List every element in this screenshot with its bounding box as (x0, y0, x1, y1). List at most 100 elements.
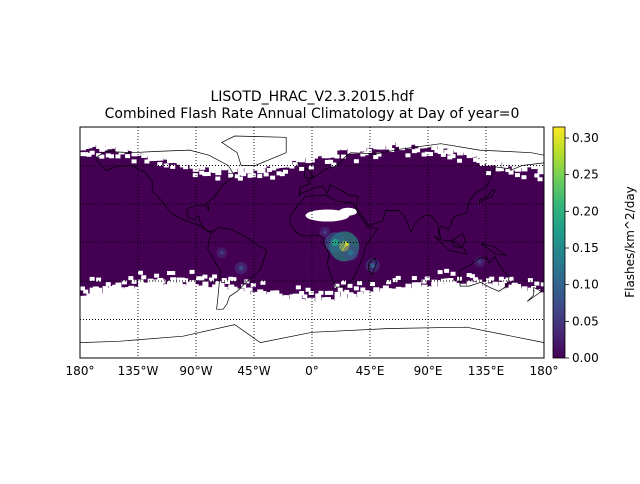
no-data-north-band (125, 127, 132, 150)
no-data-north-band (147, 127, 154, 162)
no-data-south-band (212, 284, 219, 358)
no-data-north-band (295, 127, 302, 162)
no-data-north-band (353, 127, 360, 154)
no-data-north-band (498, 127, 505, 163)
no-data-speckle (353, 286, 359, 291)
no-data-north-band (83, 127, 90, 149)
no-data-speckle (299, 291, 305, 296)
no-data-north-band (228, 127, 235, 173)
no-data-south-band (170, 277, 177, 358)
no-data-south-band (370, 292, 376, 358)
no-data-speckle (337, 287, 343, 292)
no-data-south-band (344, 298, 351, 358)
coast-eurasia (298, 143, 544, 239)
no-data-speckle (212, 274, 218, 279)
no-data-south-band (434, 286, 441, 358)
no-data-speckle (289, 164, 295, 169)
no-data-south-band (518, 288, 525, 358)
no-data-speckle (128, 276, 134, 281)
no-data-speckle (196, 276, 201, 281)
no-data-north-band (437, 127, 444, 155)
no-data-south-band (147, 278, 154, 358)
no-data-speckle (308, 290, 314, 295)
no-data-speckle (266, 167, 272, 172)
coast-new-guinea (480, 243, 507, 256)
no-data-speckle (450, 271, 456, 276)
no-data-north-band (202, 127, 209, 167)
no-data-speckle (83, 289, 89, 294)
no-data-north-band (408, 127, 415, 145)
no-data-north-band (527, 127, 534, 168)
no-data-speckle (328, 290, 334, 295)
no-data-north-band (273, 127, 280, 169)
no-data-speckle (515, 173, 520, 178)
no-data-south-band (112, 284, 119, 358)
no-data-north-band (376, 127, 383, 150)
no-data-south-band (415, 282, 422, 358)
no-data-speckle (424, 151, 430, 156)
no-data-south-band (511, 282, 518, 358)
no-data-speckle (228, 276, 234, 281)
no-data-speckle (109, 154, 114, 159)
no-data-south-band (476, 279, 483, 358)
no-data-south-band (357, 291, 364, 358)
meridian-label: 180° (530, 364, 559, 378)
no-data-north-band (263, 127, 270, 167)
no-data-south-band (289, 294, 296, 358)
no-data-north-band (341, 127, 347, 151)
no-data-north-band (154, 127, 161, 161)
no-data-south-band (473, 282, 480, 358)
no-data-speckle (250, 283, 256, 288)
no-data-south-band (466, 280, 473, 358)
no-data-speckle (131, 159, 137, 164)
no-data-south-band (102, 286, 109, 358)
no-data-north-band (212, 127, 219, 174)
no-data-south-band (218, 282, 225, 358)
no-data-north-band (424, 127, 431, 148)
no-data-speckle (489, 276, 495, 281)
no-data-south-band (315, 293, 322, 358)
no-data-south-band (428, 286, 434, 358)
no-data-speckle (170, 164, 176, 169)
no-data-north-band (370, 127, 376, 149)
no-data-south-band (131, 288, 138, 358)
no-data-north-band (173, 127, 180, 164)
hotspot-core (347, 250, 354, 256)
no-data-south-band (328, 299, 335, 358)
no-data-north-band (373, 127, 380, 150)
no-data-south-band (163, 284, 170, 358)
no-data-north-band (447, 127, 454, 155)
no-data-north-band (434, 127, 441, 147)
no-data-speckle (428, 152, 433, 157)
no-data-north-band (540, 127, 544, 169)
no-data-speckle (505, 168, 511, 173)
no-data-speckle (437, 270, 443, 275)
no-data-north-band (192, 127, 199, 172)
no-data-south-band (96, 287, 103, 358)
no-data-north-band (524, 127, 531, 168)
no-data-north-band (460, 127, 467, 153)
no-data-south-band (302, 300, 309, 358)
no-data-speckle (389, 148, 395, 153)
no-data-north-band (515, 127, 521, 172)
no-data-south-band (450, 280, 457, 358)
colorbar-tick-label: 0.25 (572, 168, 599, 182)
no-data-north-band (531, 127, 538, 170)
no-data-south-band (353, 297, 360, 358)
no-data-south-band (221, 286, 228, 358)
colorbar-tick-label: 0.15 (572, 241, 599, 255)
colorbar-tick-label: 0.00 (572, 351, 599, 365)
no-data-speckle (157, 162, 163, 167)
no-data-speckle (89, 150, 95, 155)
no-data-north-band (360, 127, 367, 152)
no-data-north-band (469, 127, 476, 158)
no-data-speckle (334, 283, 340, 288)
no-data-speckle (205, 171, 211, 176)
no-data-speckle (215, 176, 221, 181)
no-data-south-band (376, 291, 383, 358)
no-data-speckle (421, 152, 427, 157)
no-data-south-band (160, 284, 167, 358)
no-data-north-band (511, 127, 518, 166)
no-data-north-band (505, 127, 512, 165)
no-data-north-band (144, 127, 151, 157)
